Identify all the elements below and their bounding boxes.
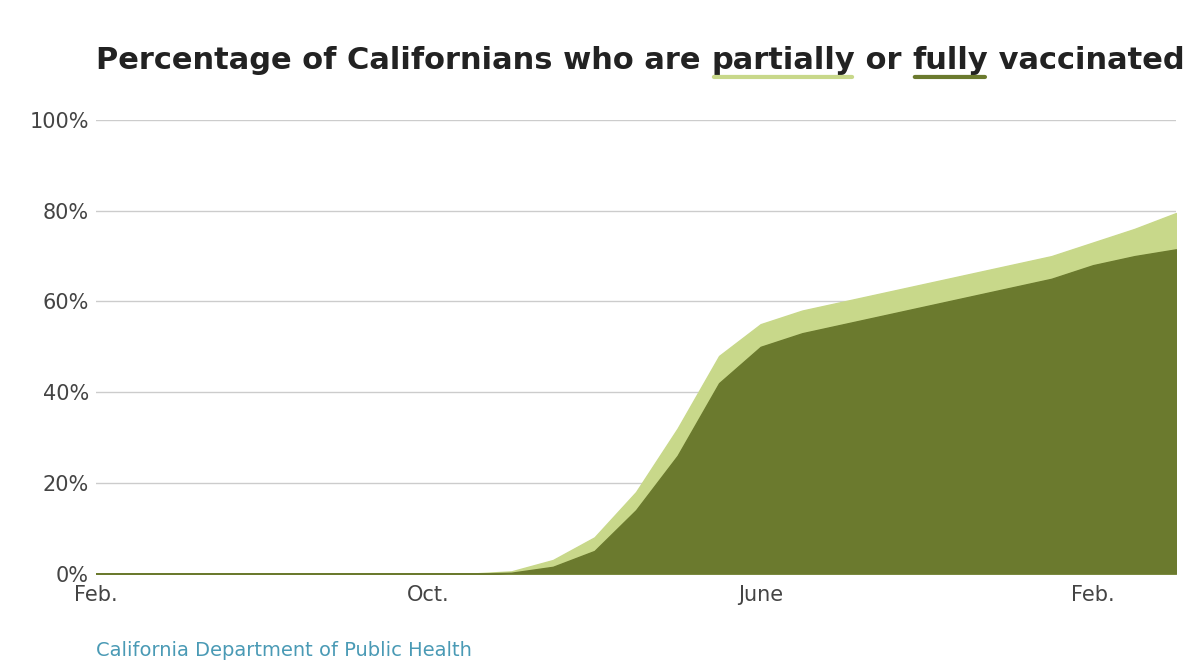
- Text: vaccinated: vaccinated: [988, 46, 1184, 75]
- Text: Percentage of Californians who are: Percentage of Californians who are: [96, 46, 712, 75]
- Text: partially: partially: [712, 46, 854, 75]
- Text: fully: fully: [912, 46, 988, 75]
- Text: or: or: [854, 46, 912, 75]
- Text: California Department of Public Health: California Department of Public Health: [96, 642, 472, 660]
